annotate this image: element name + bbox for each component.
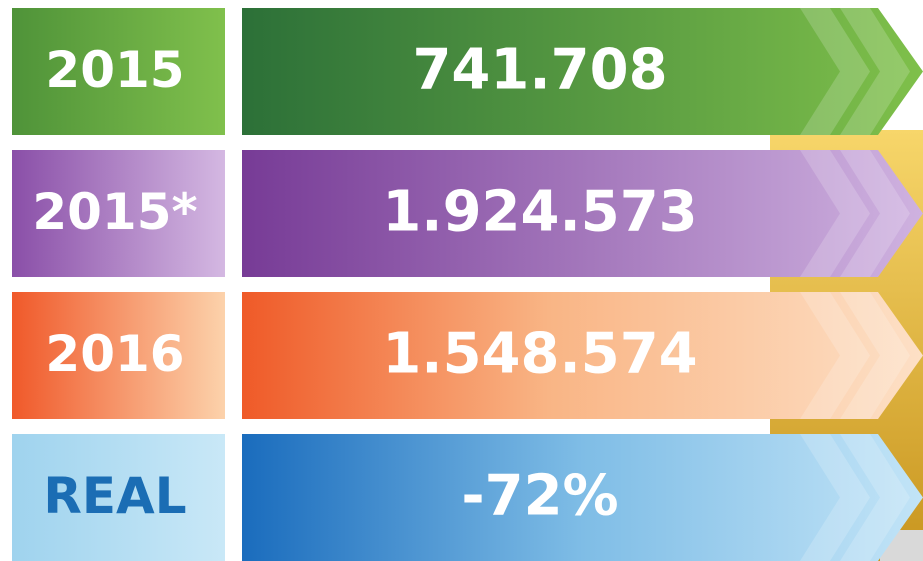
row-value: 1.924.573 xyxy=(382,180,697,245)
page: {"rows": [ {"label": "2015", "value": "7… xyxy=(0,0,923,561)
row-label: 2016 xyxy=(45,325,184,383)
row-value: -72% xyxy=(461,464,618,529)
row-label: 2015 xyxy=(45,41,184,99)
row-value: 1.548.574 xyxy=(382,322,697,387)
row-label: REAL xyxy=(43,467,186,525)
row-label: 2015* xyxy=(32,183,197,241)
infographic: 2015 741.708 2015* 1.924.573 2016 1.548.574 RE… xyxy=(0,0,923,561)
row-value: 741.708 xyxy=(412,38,667,103)
